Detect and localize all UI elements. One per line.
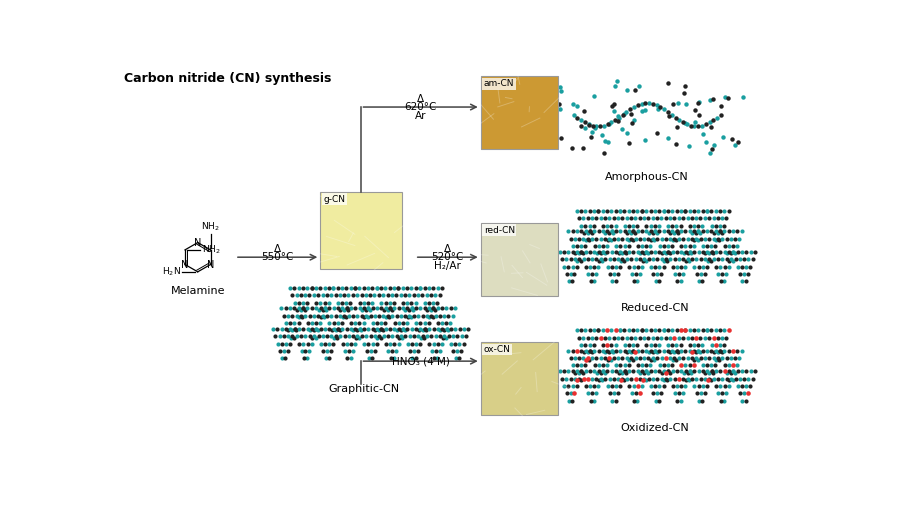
Text: g-CN: g-CN: [323, 195, 346, 204]
Bar: [320, 192, 401, 269]
Text: Melamine: Melamine: [170, 286, 225, 297]
Text: NH$_2$: NH$_2$: [202, 221, 220, 233]
Text: Carbon nitride (CN) synthesis: Carbon nitride (CN) synthesis: [124, 71, 331, 85]
Text: Reduced-CN: Reduced-CN: [621, 303, 689, 313]
Text: Δ: Δ: [444, 244, 451, 255]
Text: N: N: [207, 260, 214, 270]
Text: 620°C: 620°C: [404, 102, 436, 112]
Bar: [481, 223, 558, 296]
Text: Δ: Δ: [274, 244, 281, 255]
Text: Graphitic-CN: Graphitic-CN: [328, 384, 400, 394]
Text: NH$_2$: NH$_2$: [202, 244, 220, 256]
Text: Oxidized-CN: Oxidized-CN: [621, 423, 689, 433]
Text: am-CN: am-CN: [483, 79, 514, 88]
Bar: [481, 342, 558, 415]
Text: ox-CN: ox-CN: [483, 345, 510, 354]
Text: H$_2$N: H$_2$N: [162, 266, 181, 278]
Text: N: N: [181, 260, 189, 270]
Text: 550°C: 550°C: [261, 252, 293, 262]
Text: N: N: [194, 238, 202, 247]
Bar: [481, 76, 558, 150]
Text: H₂/Ar: H₂/Ar: [434, 261, 461, 271]
Text: red-CN: red-CN: [483, 226, 515, 235]
Text: Amorphous-CN: Amorphous-CN: [606, 172, 689, 183]
Text: Ar: Ar: [415, 111, 427, 121]
Text: HNO₃ (4 M): HNO₃ (4 M): [392, 356, 449, 366]
Text: Δ: Δ: [417, 94, 424, 103]
Text: 520°C: 520°C: [431, 252, 464, 262]
